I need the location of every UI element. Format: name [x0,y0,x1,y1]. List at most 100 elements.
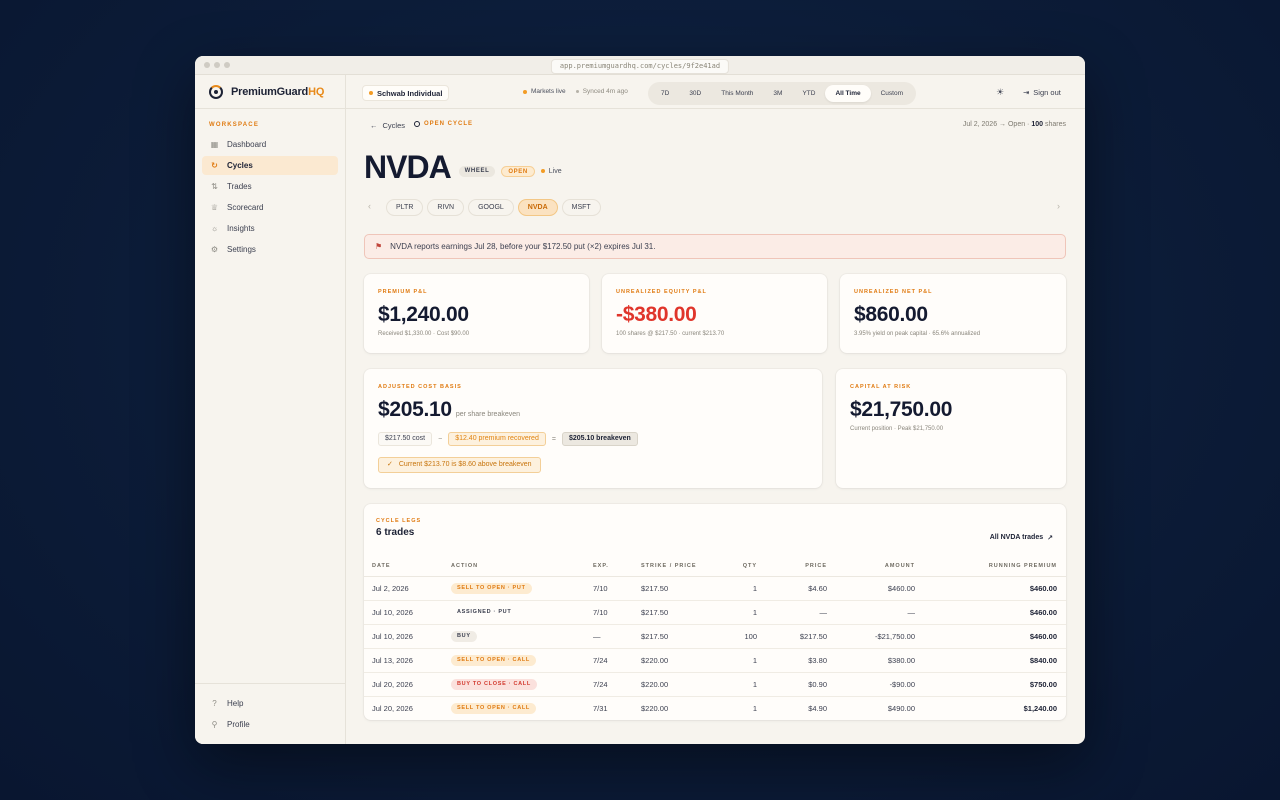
table-row[interactable]: Jul 2, 2026 SELL TO OPEN · PUT 7/10 $217.50… [364,576,1066,601]
col-qty[interactable]: QTY [731,556,757,577]
col-running-premium[interactable]: RUNNING PREMIUM [915,556,1066,577]
cost-pill: $217.50 cost [378,432,433,446]
range-custom[interactable]: Custom [880,90,904,97]
sidebar-item-scorecard[interactable]: ♕ Scorecard [202,198,338,217]
sidebar-item-label: Settings [227,245,256,254]
card-value: -$380.00 [616,303,697,326]
date-cell: Jul 13, 2026 [364,648,451,673]
qty-cell: 1 [731,576,757,601]
cost-basis-card: ADJUSTED COST BASIS $205.10 per share bre… [364,369,822,488]
range-3m[interactable]: 3M [773,90,783,97]
exp-cell: 7/10 [593,600,641,625]
sidebar-item-profile[interactable]: ⚲ Profile [202,715,338,734]
sidebar-item-settings[interactable]: ⚙ Settings [202,240,338,259]
sidebar-item-label: Trades [227,182,252,191]
running-premium-cell: $460.00 [915,624,1066,649]
legs-header: CYCLE LEGS 6 trades [376,518,421,538]
col-action[interactable]: ACTION [451,556,593,577]
amount-cell: $490.00 [887,703,915,713]
back-to-cycles-link[interactable]: ← Cycles [370,121,405,130]
sign-out-button[interactable]: ⇥ Sign out [1023,88,1061,97]
date-cell: Jul 2, 2026 [364,576,451,601]
account-selector[interactable]: Schwab Individual [362,85,450,101]
col-price[interactable]: PRICE [757,556,827,577]
breakeven-status: ✓ Current $213.70 is $8.60 above breakev… [378,457,541,473]
help-icon: ? [212,699,217,708]
sidebar-item-trades[interactable]: ⇅ Trades [202,177,338,196]
ticker-tabs: ‹ PLTR RIVN GOOGL NVDA MSFT › [364,199,1066,217]
price-cell: — [757,600,827,625]
tab-pltr[interactable]: PLTR [386,199,424,216]
check-icon: ✓ [387,461,393,468]
sidebar-item-label: Cycles [227,161,253,170]
strike-cell: $220.00 [641,672,731,697]
card-sub: Received $1,330.00 · Cost $90.00 [378,331,470,337]
theme-toggle-sun-icon[interactable]: ☀ [996,87,1005,97]
live-dot-icon [540,169,545,173]
arrow-left-icon: ← [370,121,378,130]
amount-cell: — [827,600,915,625]
amount-cell: $380.00 [827,648,915,673]
price-cell: $4.60 [757,576,827,601]
trophy-icon: ♕ [210,203,219,212]
window-controls[interactable] [204,62,230,68]
table-header-row: DATE ACTION EXP. STRIKE / PRICE QTY PRIC… [364,556,1066,577]
card-value: $205.10 per share breakeven [378,398,521,421]
ticker-tab-list: PLTR RIVN GOOGL NVDA MSFT [386,199,601,216]
qty-cell: 1 [731,672,757,697]
range-ytd[interactable]: YTD [802,90,816,97]
table-row[interactable]: Jul 10, 2026 ASSIGNED · PUT 7/10 $217.50 1— —… [364,600,1066,625]
running-premium-cell: $1,240.00 [1023,703,1057,713]
sidebar-item-label: Dashboard [227,140,267,149]
col-amount[interactable]: AMOUNT [827,556,915,577]
sidebar-item-cycles[interactable]: ↻ Cycles [202,156,338,175]
table-row[interactable]: Jul 13, 2026 SELL TO OPEN · CALL 7/24 $220.… [364,648,1066,673]
earnings-alert: ⚑ NVDA reports earnings Jul 28, before y… [364,234,1066,259]
action-badge: BUY [451,631,477,642]
range-30d[interactable]: 30D [689,90,702,97]
running-premium-cell: $840.00 [915,648,1066,673]
range-all-time[interactable]: All Time [825,85,871,102]
col-date[interactable]: DATE [364,556,451,577]
tab-msft[interactable]: MSFT [561,199,601,216]
sidebar-item-insights[interactable]: ☼ Insights [202,219,338,238]
card-value: $1,240.00 [378,303,469,326]
premium-pill: $12.40 premium recovered [448,432,546,446]
logout-icon: ⇥ [1023,88,1030,97]
qty-cell: 1 [731,600,757,625]
brand[interactable]: PremiumGuardHQ [195,75,345,109]
table-row[interactable]: Jul 20, 2026 SELL TO OPEN · CALL 7/31 $220.… [364,696,1066,720]
sidebar-bottom: ? Help ⚲ Profile [195,683,345,736]
exp-cell: 7/24 [593,672,641,697]
sidebar: PremiumGuardHQ WORKSPACE ▦ Dashboard ↻ C… [195,75,346,744]
card-label: CAPITAL AT RISK [850,384,912,390]
chevron-left-icon[interactable]: ‹ [368,201,371,211]
table-row[interactable]: Jul 20, 2026 BUY TO CLOSE · CALL 7/24 $220.… [364,672,1066,697]
table-row[interactable]: Jul 10, 2026 BUY — $217.50 100 $217.50 -$21,75… [364,624,1066,649]
price-cell: $217.50 [757,624,827,649]
price-cell: $0.90 [757,672,827,697]
sidebar-item-help[interactable]: ? Help [202,694,338,713]
card-label: UNREALIZED NET P&L [854,289,933,295]
sidebar-item-dashboard[interactable]: ▦ Dashboard [202,135,338,154]
tab-rivn[interactable]: RIVN [427,199,465,216]
action-cell: ASSIGNED · PUT [451,600,593,625]
action-badge: SELL TO OPEN · CALL [451,703,536,715]
capital-at-risk-card: CAPITAL AT RISK $21,750.00 Current posit… [836,369,1066,488]
range-7d[interactable]: 7D [661,90,670,97]
legs-table-body: Jul 2, 2026 SELL TO OPEN · PUT 7/10 $217.50… [364,576,1066,720]
sidebar-item-label: Help [227,699,244,708]
chevron-right-icon[interactable]: › [1057,201,1060,211]
action-badge: ASSIGNED · PUT [457,609,512,615]
tab-nvda[interactable]: NVDA [517,199,558,216]
col-strike[interactable]: STRIKE / PRICE [641,556,731,577]
col-exp[interactable]: EXP. [593,556,641,577]
bulb-icon: ☼ [210,224,219,233]
strike-cell: $217.50 [641,624,731,649]
qty-cell: 100 [731,624,757,649]
range-this-month[interactable]: This Month [721,90,754,97]
url-bar[interactable]: app.premiumguardhq.com/cycles/9f2e41ad [550,59,730,74]
account-name: Schwab Individual [377,88,443,98]
all-trades-link[interactable]: All NVDA trades ↗ [989,534,1053,542]
tab-googl[interactable]: GOOGL [468,199,514,216]
